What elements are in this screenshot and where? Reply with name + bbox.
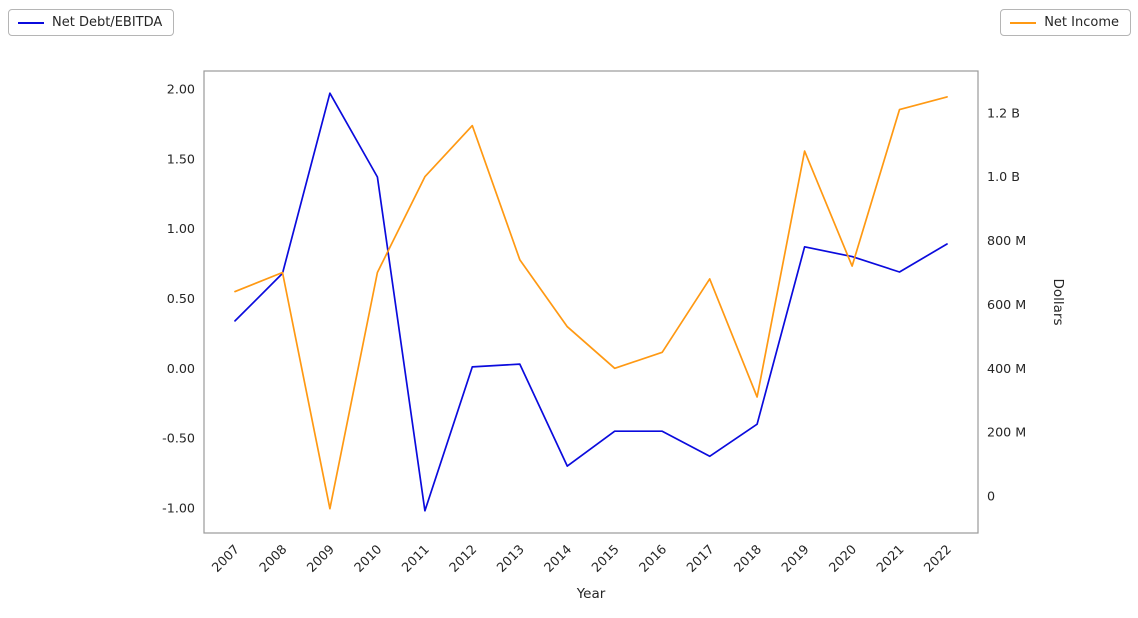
- left-tick-label: 1.50: [167, 151, 195, 166]
- left-tick-label: 2.00: [167, 82, 195, 97]
- plot-border: [203, 70, 979, 534]
- legend-left-label: Net Debt/EBITDA: [52, 15, 163, 30]
- legend-right-swatch: [1010, 21, 1037, 24]
- legend-net-debt-ebitda: Net Debt/EBITDA: [8, 9, 175, 36]
- x-tick-label: 2007: [209, 542, 242, 575]
- x-tick-label: 2020: [826, 542, 859, 575]
- right-tick-label: 1.2 B: [987, 105, 1020, 120]
- series-line-right: [234, 96, 948, 510]
- x-tick-label: 2011: [399, 542, 432, 575]
- right-axis-label: Dollars: [1050, 278, 1066, 325]
- right-tick-label: 400 M: [987, 361, 1026, 376]
- legend-net-income: Net Income: [1000, 9, 1131, 36]
- right-tick-label: 200 M: [987, 425, 1026, 440]
- series-line-left: [234, 92, 948, 512]
- right-tick-label: 800 M: [987, 233, 1026, 248]
- x-tick-label: 2012: [446, 542, 479, 575]
- x-tick-label: 2017: [683, 542, 716, 575]
- x-tick-label: 2009: [304, 542, 337, 575]
- x-tick-label: 2022: [921, 542, 954, 575]
- left-tick-label: -1.00: [162, 501, 195, 516]
- left-tick-label: -0.50: [162, 431, 195, 446]
- legend-right-label: Net Income: [1044, 15, 1119, 30]
- right-tick-label: 1.0 B: [987, 169, 1020, 184]
- x-tick-label: 2018: [731, 542, 764, 575]
- left-tick-label: 1.00: [167, 221, 195, 236]
- x-tick-label: 2014: [541, 542, 574, 575]
- x-tick-label: 2008: [256, 542, 289, 575]
- right-tick-label: 600 M: [987, 297, 1026, 312]
- x-tick-label: 2019: [778, 542, 811, 575]
- left-tick-label: 0.00: [167, 361, 195, 376]
- x-tick-label: 2015: [588, 542, 621, 575]
- x-tick-label: 2010: [351, 542, 384, 575]
- left-tick-label: 0.50: [167, 291, 195, 306]
- legend-left-swatch: [18, 21, 44, 24]
- x-axis-label: Year: [576, 586, 606, 602]
- right-tick-label: 0: [987, 488, 995, 503]
- x-tick-label: 2021: [873, 542, 906, 575]
- x-tick-label: 2013: [493, 542, 526, 575]
- x-tick-label: 2016: [636, 542, 669, 575]
